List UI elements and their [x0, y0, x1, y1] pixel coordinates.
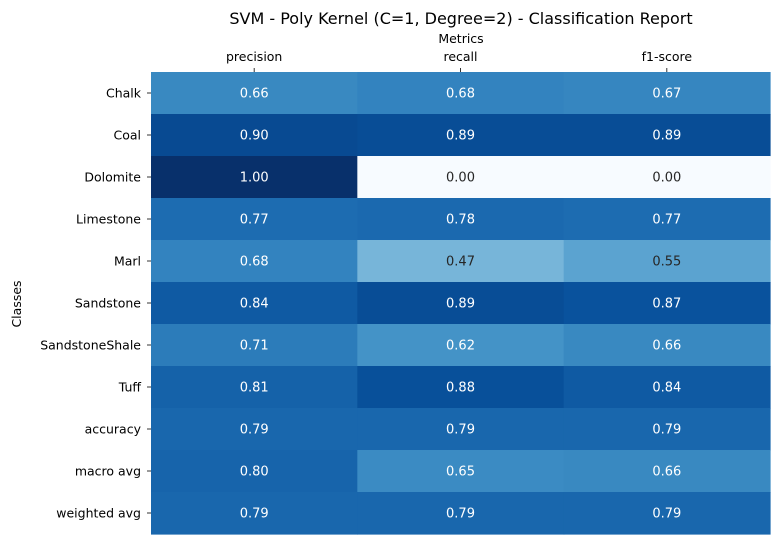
heatmap-cell: [151, 324, 358, 367]
cell-value-label: 0.79: [652, 423, 681, 438]
y-tick-label: accuracy: [85, 422, 142, 437]
cell-value-label: 0.67: [652, 87, 681, 102]
heatmap-cell: [563, 156, 771, 199]
cell-value-label: 0.89: [446, 129, 475, 144]
cell-value-label: 0.66: [652, 339, 681, 354]
cell-value-label: 0.89: [446, 297, 475, 312]
x-tick-label: recall: [443, 49, 477, 64]
heatmap-cell: [357, 282, 565, 325]
heatmap-cell: [563, 492, 771, 535]
heatmap-cell: [563, 198, 771, 241]
cell-value-label: 0.00: [446, 171, 475, 186]
heatmap-cell: [563, 408, 771, 451]
heatmap-cell: [563, 240, 771, 283]
heatmap-cells: 0.66 0.68 0.67 0.90 0.89 0.89 1.00 0.00 0.00 0.77…: [151, 72, 771, 535]
cell-value-label: 0.84: [652, 381, 681, 396]
heatmap-cell: [357, 114, 565, 157]
cell-value-label: 0.66: [240, 87, 269, 102]
heatmap-cell: [357, 366, 565, 409]
heatmap-cell: [357, 156, 565, 199]
cell-value-label: 0.66: [652, 465, 681, 480]
cell-value-label: 0.88: [446, 381, 475, 396]
heatmap-cell: [563, 324, 771, 367]
y-tick-label: macro avg: [75, 464, 141, 479]
heatmap-cell: [151, 408, 358, 451]
heatmap-cell: [151, 492, 358, 535]
y-tick-label: Marl: [114, 254, 141, 269]
y-tick-label: Sandstone: [75, 296, 141, 311]
y-tick-label: weighted avg: [56, 506, 141, 521]
cell-value-label: 0.77: [240, 213, 269, 228]
cell-value-label: 0.62: [446, 339, 475, 354]
heatmap-cell: [357, 240, 565, 283]
heatmap-cell: [357, 408, 565, 451]
cell-value-label: 0.79: [240, 507, 269, 522]
y-axis-label: Classes: [9, 280, 24, 327]
y-tick-label: Dolomite: [84, 170, 141, 185]
x-axis-label: Metrics: [438, 31, 483, 46]
x-tick-label: f1-score: [642, 49, 693, 64]
cell-value-label: 0.79: [446, 507, 475, 522]
heatmap-cell: [563, 72, 771, 115]
y-tick-label: Chalk: [106, 86, 142, 101]
cell-value-label: 0.71: [240, 339, 269, 354]
cell-value-label: 0.79: [240, 423, 269, 438]
cell-value-label: 0.79: [652, 507, 681, 522]
cell-value-label: 1.00: [240, 171, 269, 186]
cell-value-label: 0.90: [240, 129, 269, 144]
heatmap-cell: [357, 72, 565, 115]
cell-value-label: 0.87: [652, 297, 681, 312]
x-axis-ticks: precision recall f1-score: [226, 49, 692, 72]
heatmap-cell: [151, 240, 358, 283]
cell-value-label: 0.47: [446, 255, 475, 270]
heatmap-cell: [563, 450, 771, 493]
cell-value-label: 0.78: [446, 213, 475, 228]
heatmap-cell: [151, 198, 358, 241]
heatmap-cell: [357, 450, 565, 493]
heatmap-cell: [357, 324, 565, 367]
cell-value-label: 0.65: [446, 465, 475, 480]
chart-title: SVM - Poly Kernel (C=1, Degree=2) - Clas…: [229, 9, 692, 28]
y-tick-label: SandstoneShale: [40, 338, 141, 353]
heatmap-cell: [357, 198, 565, 241]
cell-value-label: 0.81: [240, 381, 269, 396]
heatmap-cell: [151, 156, 358, 199]
x-tick-label: precision: [226, 49, 282, 64]
cell-value-label: 0.68: [446, 87, 475, 102]
y-tick-label: Tuff: [118, 380, 142, 395]
heatmap-cell: [563, 366, 771, 409]
heatmap-cell: [151, 72, 358, 115]
cell-value-label: 0.79: [446, 423, 475, 438]
heatmap-cell: [151, 114, 358, 157]
y-axis-ticks: ChalkCoalDolomiteLimestoneMarlSandstoneS…: [40, 86, 151, 521]
cell-value-label: 0.00: [652, 171, 681, 186]
cell-value-label: 0.89: [652, 129, 681, 144]
y-tick-label: Limestone: [76, 212, 141, 227]
heatmap-cell: [563, 114, 771, 157]
heatmap-cell: [151, 282, 358, 325]
heatmap-cell: [151, 366, 358, 409]
cell-value-label: 0.84: [240, 297, 269, 312]
cell-value-label: 0.68: [240, 255, 269, 270]
heatmap-cell: [563, 282, 771, 325]
cell-value-label: 0.77: [652, 213, 681, 228]
heatmap-cell: [151, 450, 358, 493]
cell-value-label: 0.80: [240, 465, 269, 480]
y-tick-label: Coal: [113, 128, 141, 143]
heatmap-cell: [357, 492, 565, 535]
cell-value-label: 0.55: [652, 255, 681, 270]
